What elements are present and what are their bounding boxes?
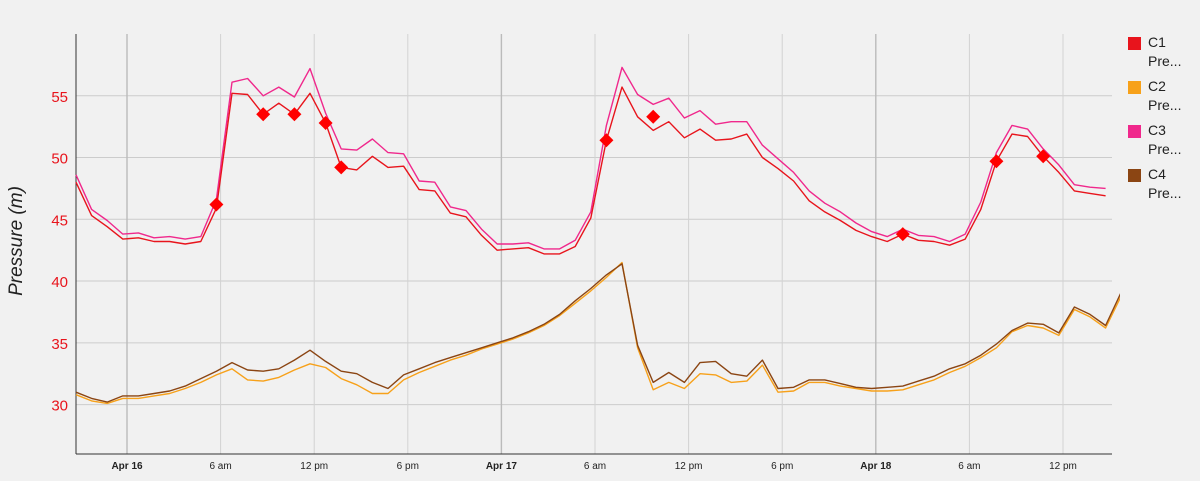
x-tick-label: 6 am — [209, 461, 231, 472]
data-marker[interactable] — [287, 107, 302, 122]
data-marker[interactable] — [989, 154, 1004, 169]
y-tick-label: 40 — [51, 274, 68, 291]
y-tick-label: 50 — [51, 151, 68, 168]
data-marker[interactable] — [256, 107, 271, 122]
axis-labels: 30 35 40 45 50 55 Apr 16 6 am 12 pm 6 pm Apr 17 6 a… — [6, 89, 1077, 472]
data-marker[interactable] — [646, 109, 661, 124]
x-tick-label: Apr 16 — [111, 461, 143, 472]
data-marker[interactable] — [318, 115, 333, 130]
legend-item-c1[interactable]: C1 Pre... — [1124, 34, 1200, 78]
data-marker[interactable] — [334, 160, 349, 175]
legend-item-c3[interactable]: C3 Pre... — [1124, 122, 1200, 166]
y-axis-title: Pressure (m) — [6, 186, 27, 296]
legend: C1 Pre... C2 Pre... C3 Pre... C4 Pre... — [1124, 34, 1200, 210]
legend-swatch-c2 — [1128, 81, 1141, 94]
legend-label-c4: C4 — [1148, 166, 1166, 182]
data-marker[interactable] — [1036, 149, 1051, 164]
plot-background — [76, 34, 1112, 454]
series-line-c2 — [75, 261, 1120, 405]
data-marker[interactable] — [599, 133, 614, 148]
legend-sublabel-c4: Pre... — [1148, 185, 1182, 201]
data-markers — [209, 107, 1051, 242]
legend-swatch-c4 — [1128, 169, 1141, 182]
y-tick-label: 45 — [51, 212, 68, 229]
x-tick-label: Apr 18 — [860, 461, 892, 472]
x-tick-label: 6 pm — [771, 461, 793, 472]
x-tick-label: 6 am — [584, 461, 606, 472]
legend-label-c2: C2 — [1148, 78, 1166, 94]
x-tick-label: 12 pm — [300, 461, 328, 472]
y-tick-label: 35 — [51, 336, 68, 353]
data-marker[interactable] — [209, 197, 224, 212]
series-line-c3 — [75, 66, 1106, 250]
y-tick-label: 30 — [51, 398, 68, 415]
legend-label-c1: C1 — [1148, 34, 1166, 50]
legend-item-c4[interactable]: C4 Pre... — [1124, 166, 1200, 210]
line-chart: 30 35 40 45 50 55 Apr 16 6 am 12 pm 6 pm Apr 17 6 a… — [6, 34, 1120, 472]
legend-sublabel-c2: Pre... — [1148, 97, 1182, 113]
series-lines — [75, 66, 1120, 405]
series-line-c1 — [75, 86, 1106, 255]
legend-item-c2[interactable]: C2 Pre... — [1124, 78, 1200, 122]
x-tick-label: 6 pm — [397, 461, 419, 472]
x-tick-label: 6 am — [958, 461, 980, 472]
x-tick-label: 12 pm — [1049, 461, 1077, 472]
series-line-c4 — [75, 263, 1120, 403]
data-marker[interactable] — [895, 227, 910, 242]
legend-sublabel-c3: Pre... — [1148, 141, 1182, 157]
legend-label-c3: C3 — [1148, 122, 1166, 138]
axes — [75, 34, 1112, 455]
legend-sublabel-c1: Pre... — [1148, 53, 1182, 69]
y-tick-label: 55 — [51, 89, 68, 106]
x-tick-label: Apr 17 — [486, 461, 518, 472]
legend-swatch-c1 — [1128, 37, 1141, 50]
x-tick-label: 12 pm — [675, 461, 703, 472]
legend-swatch-c3 — [1128, 125, 1141, 138]
